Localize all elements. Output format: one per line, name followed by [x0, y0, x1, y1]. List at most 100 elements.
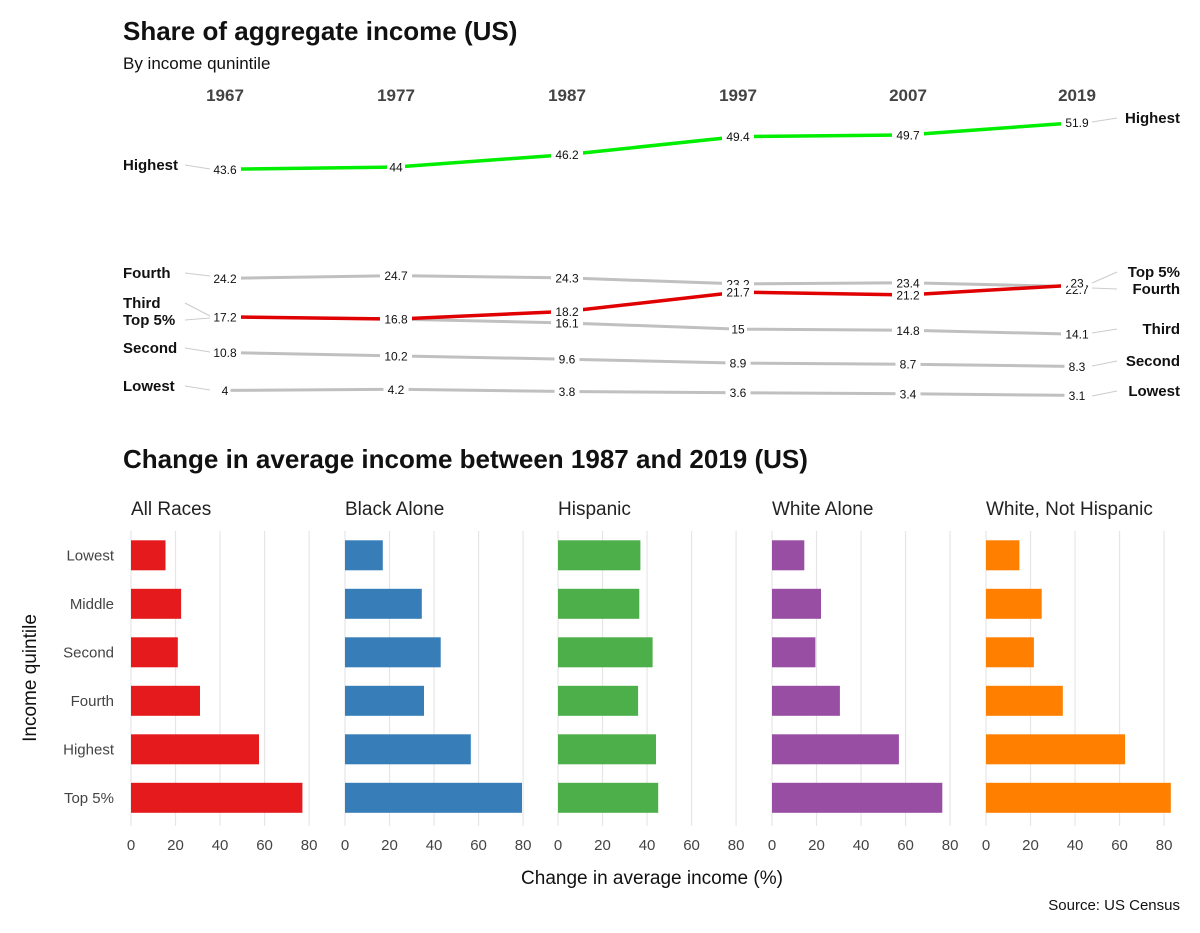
- category-label-top-5pct: Top 5%: [64, 790, 114, 807]
- year-label-1977: 1977: [377, 86, 415, 105]
- facet-black-alone: Black Alone 0 20 40 60 80: [341, 499, 532, 854]
- x-tick-hispanic-80: 80: [728, 837, 745, 854]
- right-label-highest: Highest: [1125, 110, 1180, 127]
- bar-black-alone-second: [345, 637, 441, 668]
- y-axis-title: Income quintile: [20, 614, 41, 742]
- value-label-bg: [219, 383, 231, 397]
- x-tick-hispanic-0: 0: [554, 837, 562, 854]
- series-line-second: [224, 351, 1078, 368]
- value-label-third-1997: 15: [731, 323, 745, 337]
- right-leader-fourth: [1091, 287, 1118, 290]
- x-tick-black-alone-80: 80: [515, 837, 532, 854]
- value-label-highest-2019: 51.9: [1065, 116, 1089, 130]
- bar-white-not-hispanic-highest: [986, 734, 1126, 765]
- bar-all-races-second: [131, 637, 178, 668]
- bar-all-races-middle: [131, 588, 182, 619]
- facet-white-alone: White Alone 0 20 40 60 80: [768, 499, 959, 854]
- value-label-highest-1977: 44: [389, 161, 403, 175]
- value-label-top-5pct-1987: 18.2: [555, 305, 579, 319]
- x-tick-hispanic-20: 20: [594, 837, 611, 854]
- value-label-fourth-1977: 24.7: [384, 269, 408, 283]
- x-tick-black-alone-0: 0: [341, 837, 349, 854]
- left-leader-highest: [184, 164, 211, 170]
- x-tick-white-not-hispanic-40: 40: [1067, 837, 1084, 854]
- bar-hispanic-fourth: [558, 685, 639, 716]
- category-label-highest: Highest: [63, 741, 115, 758]
- value-label-bg: [1068, 276, 1086, 289]
- value-label-bg: [383, 382, 409, 396]
- right-leader-top-5pct: [1091, 271, 1118, 284]
- bar-white-not-hispanic-top-5pct: [986, 782, 1171, 813]
- x-tick-all-races-20: 20: [167, 837, 184, 854]
- series-line-highest: [224, 120, 1078, 172]
- bar-all-races-top-5pct: [131, 782, 303, 813]
- bar-all-races-highest: [131, 734, 259, 765]
- value-label-bg: [209, 162, 241, 176]
- bar-hispanic-middle: [558, 588, 640, 619]
- value-label-bg: [551, 270, 583, 284]
- bar-chart-title: Change in average income between 1987 an…: [123, 444, 808, 474]
- right-label-third: Third: [1143, 321, 1181, 338]
- facet-title-white-alone: White Alone: [772, 499, 873, 520]
- value-label-second-1997: 8.9: [730, 357, 747, 371]
- x-tick-all-races-0: 0: [127, 837, 135, 854]
- left-label-third: Third: [123, 295, 161, 312]
- value-label-bg: [1061, 115, 1093, 129]
- value-label-lowest-2007: 3.4: [900, 387, 917, 401]
- facet-title-black-alone: Black Alone: [345, 499, 444, 520]
- value-label-lowest-1967: 4: [222, 384, 229, 398]
- facet-title-white-not-hispanic: White, Not Hispanic: [986, 499, 1153, 520]
- source-note: Source: US Census: [1048, 897, 1180, 914]
- bar-all-races-fourth: [131, 685, 200, 716]
- bar-hispanic-lowest: [558, 540, 641, 571]
- value-label-bg: [725, 356, 751, 370]
- left-label-lowest: Lowest: [123, 378, 175, 395]
- value-label-third-1987: 16.1: [555, 317, 579, 331]
- bar-white-alone-top-5pct: [772, 782, 943, 813]
- bar-white-not-hispanic-lowest: [986, 540, 1020, 571]
- value-label-second-1987: 9.6: [559, 353, 576, 367]
- right-label-second: Second: [1126, 353, 1180, 370]
- facet-all-races: All Races 0 20 40 60 80: [127, 499, 318, 854]
- bar-white-alone-highest: [772, 734, 899, 765]
- value-label-bg: [725, 385, 751, 399]
- value-label-fourth-2007: 23.4: [896, 276, 920, 290]
- value-label-bg: [729, 322, 747, 336]
- value-label-highest-1987: 46.2: [555, 148, 579, 162]
- value-label-bg: [1064, 359, 1090, 373]
- year-label-2007: 2007: [889, 86, 927, 105]
- left-label-top-5pct: Top 5%: [123, 312, 175, 329]
- x-tick-all-races-80: 80: [301, 837, 318, 854]
- right-label-top-5pct: Top 5%: [1128, 264, 1180, 281]
- year-label-1997: 1997: [719, 86, 757, 105]
- series-line-lowest: [224, 387, 1078, 397]
- left-label-fourth: Fourth: [123, 265, 170, 282]
- left-leader-fourth: [184, 272, 211, 277]
- value-label-top-5pct-2007: 21.2: [896, 288, 920, 302]
- value-label-bg: [892, 127, 924, 141]
- bar-black-alone-fourth: [345, 685, 424, 716]
- value-label-fourth-1987: 24.3: [555, 271, 579, 285]
- facet-title-hispanic: Hispanic: [558, 499, 631, 520]
- right-label-lowest: Lowest: [1128, 383, 1180, 400]
- bar-white-alone-lowest: [772, 540, 805, 571]
- bar-white-alone-middle: [772, 588, 821, 619]
- x-axis-title: Change in average income (%): [521, 868, 783, 889]
- value-label-bg: [554, 352, 580, 366]
- left-leader-second: [184, 347, 211, 353]
- year-label-1967: 1967: [206, 86, 244, 105]
- value-label-lowest-2019: 3.1: [1069, 389, 1086, 403]
- bar-black-alone-highest: [345, 734, 471, 765]
- bar-white-not-hispanic-middle: [986, 588, 1042, 619]
- value-label-third-2019: 14.1: [1065, 328, 1089, 342]
- right-leader-lowest: [1091, 390, 1118, 397]
- bar-hispanic-highest: [558, 734, 656, 765]
- value-label-second-1977: 10.2: [384, 349, 408, 363]
- value-label-bg: [892, 287, 924, 301]
- x-tick-hispanic-40: 40: [639, 837, 656, 854]
- value-label-bg: [209, 345, 241, 359]
- left-leader-third: [184, 302, 211, 317]
- value-label-bg: [387, 160, 405, 173]
